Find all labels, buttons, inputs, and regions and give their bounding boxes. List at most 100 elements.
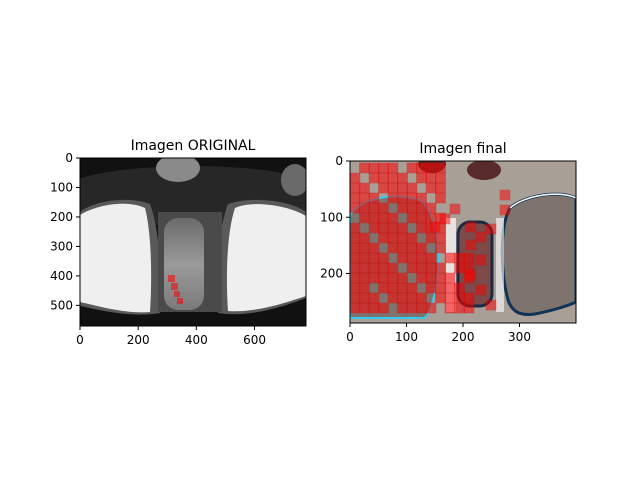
highlight-cell bbox=[387, 272, 399, 284]
highlight-cell bbox=[397, 272, 408, 284]
x-tick-label: 600 bbox=[243, 333, 266, 347]
highlight-cell bbox=[416, 202, 427, 214]
highlight-cell bbox=[397, 182, 408, 194]
y-tick-label: 300 bbox=[50, 239, 73, 253]
highlight-cell bbox=[359, 242, 370, 254]
highlight-cell bbox=[368, 212, 380, 224]
highlight-cell bbox=[359, 192, 370, 204]
highlight-cell bbox=[350, 182, 361, 194]
y-tick-label: 500 bbox=[50, 298, 73, 312]
highlight-cell bbox=[416, 192, 427, 204]
highlight-cell bbox=[350, 202, 361, 214]
highlight-cell bbox=[397, 292, 408, 304]
highlight-cell bbox=[425, 172, 437, 184]
highlight-cell bbox=[416, 252, 427, 264]
highlight-cell bbox=[397, 232, 408, 244]
highlight-cell bbox=[359, 182, 370, 194]
highlight-cell bbox=[416, 162, 427, 174]
highlight-cell bbox=[350, 282, 361, 294]
highlight-cell bbox=[485, 223, 497, 235]
highlight-cell bbox=[435, 242, 446, 254]
highlight-cell bbox=[444, 272, 456, 284]
highlight-cell bbox=[454, 252, 465, 264]
highlight-cell bbox=[359, 212, 370, 224]
highlight-cell bbox=[350, 292, 361, 304]
highlight-cell bbox=[397, 192, 408, 204]
highlight-cell bbox=[378, 162, 389, 174]
highlight-cell bbox=[387, 212, 399, 224]
highlight-cell bbox=[416, 222, 427, 234]
highlight-cell bbox=[387, 172, 399, 184]
highlight-cell bbox=[416, 272, 427, 284]
highlight-cell bbox=[406, 282, 418, 294]
highlight-cell bbox=[435, 262, 446, 274]
highlight-cell bbox=[387, 182, 399, 194]
highlight-cell bbox=[359, 252, 370, 264]
highlight-cell bbox=[485, 299, 497, 311]
highlight-cell bbox=[406, 302, 418, 314]
highlight-cell bbox=[463, 292, 475, 304]
highlight-cell bbox=[425, 182, 437, 194]
highlight-cell bbox=[368, 192, 380, 204]
highlight-cell bbox=[444, 302, 456, 314]
highlight-cell bbox=[406, 252, 418, 264]
y-tick-label: 0 bbox=[335, 154, 343, 168]
highlight-cell bbox=[416, 262, 427, 274]
x-tick-label: 400 bbox=[185, 333, 208, 347]
highlight-cell bbox=[425, 272, 437, 284]
highlight-cell bbox=[465, 269, 477, 281]
highlight-cell bbox=[350, 262, 361, 274]
highlight-cell bbox=[425, 302, 437, 314]
y-tick-label: 200 bbox=[320, 267, 343, 281]
highlight-cell bbox=[449, 203, 461, 215]
highlight-cell bbox=[444, 292, 456, 304]
highlight-cell bbox=[416, 302, 427, 314]
highlight-cell bbox=[359, 262, 370, 274]
highlight-cell bbox=[368, 252, 380, 264]
original-highlight-marks bbox=[168, 275, 183, 304]
highlight-cell bbox=[368, 172, 380, 184]
highlight-cell bbox=[416, 172, 427, 184]
highlight-cell bbox=[435, 162, 446, 174]
highlight-cell bbox=[406, 192, 418, 204]
highlight-cell bbox=[439, 213, 451, 225]
x-tick-label: 200 bbox=[452, 330, 475, 344]
highlight-cell bbox=[350, 242, 361, 254]
highlight-cell bbox=[378, 222, 389, 234]
highlight-cell bbox=[425, 202, 437, 214]
highlight-cell bbox=[378, 172, 389, 184]
highlight-cell bbox=[350, 252, 361, 264]
highlight-cell bbox=[378, 182, 389, 194]
highlight-cell bbox=[350, 172, 361, 184]
highlight-cell bbox=[454, 292, 465, 304]
highlight-cell bbox=[387, 242, 399, 254]
highlight-cell bbox=[359, 232, 370, 244]
highlight-cell bbox=[378, 232, 389, 244]
final-highlight-marks bbox=[350, 162, 511, 314]
highlight-cell bbox=[425, 282, 437, 294]
highlight-cell bbox=[378, 262, 389, 274]
highlight-cell bbox=[406, 182, 418, 194]
panel-final-title: Imagen final bbox=[419, 141, 506, 157]
highlight-cell bbox=[350, 272, 361, 284]
highlight-cell bbox=[406, 202, 418, 214]
highlight-cell bbox=[397, 172, 408, 184]
highlight-cell bbox=[378, 302, 389, 314]
highlight-cell bbox=[435, 272, 446, 284]
y-tick-label: 400 bbox=[50, 269, 73, 283]
panel-original: Imagen ORIGINAL 0 200 400 60 bbox=[50, 138, 307, 347]
y-tick-label: 100 bbox=[50, 180, 73, 194]
highlight-cell bbox=[387, 222, 399, 234]
highlight-cell bbox=[435, 182, 446, 194]
highlight-cell bbox=[425, 162, 437, 174]
highlight-cell bbox=[416, 292, 427, 304]
highlight-cell bbox=[435, 232, 446, 244]
highlight-cell bbox=[499, 189, 511, 201]
highlight-cell bbox=[387, 232, 399, 244]
highlight-cell bbox=[425, 262, 437, 274]
highlight-cell bbox=[350, 192, 361, 204]
y-tick-label: 200 bbox=[50, 210, 73, 224]
highlight-cell bbox=[406, 242, 418, 254]
highlight-cell bbox=[406, 292, 418, 304]
highlight-cell bbox=[378, 212, 389, 224]
